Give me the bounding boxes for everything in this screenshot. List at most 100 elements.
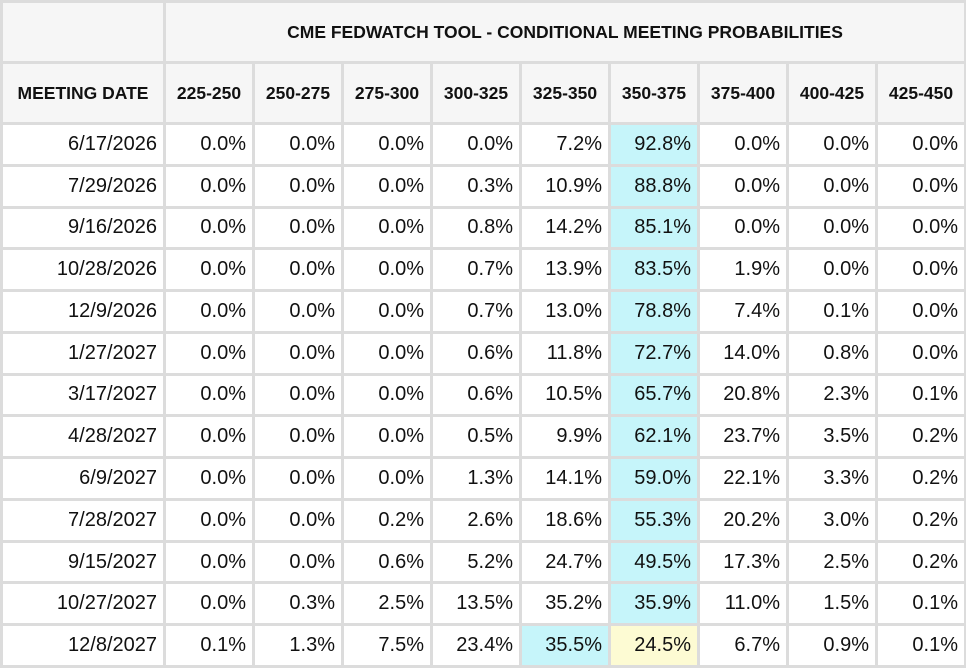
probability-cell: 78.8%: [611, 292, 697, 331]
probability-cell: 0.6%: [433, 333, 519, 373]
probability-cell: 0.0%: [166, 500, 252, 540]
range-header-350-375: 350-375: [611, 64, 697, 122]
probability-cell: 0.1%: [878, 584, 965, 624]
table-row: 12/8/2027 0.1% 1.3% 7.5% 23.4% 35.5% 24.5% 6.7%…: [3, 626, 965, 665]
meeting-date-cell: 6/9/2027: [3, 459, 163, 498]
probability-cell: 0.0%: [166, 584, 252, 624]
probability-cell: 35.9%: [611, 584, 697, 624]
probability-cell: 0.0%: [878, 250, 965, 290]
probability-cell: 3.5%: [789, 417, 875, 457]
probability-cell: 0.8%: [789, 333, 875, 373]
range-header-275-300: 275-300: [344, 64, 430, 122]
probability-cell: 0.0%: [789, 250, 875, 290]
probability-cell: 9.9%: [522, 417, 608, 457]
probability-cell: 0.3%: [433, 166, 519, 206]
meeting-date-cell: 10/28/2026: [3, 250, 163, 290]
meeting-date-cell: 12/8/2027: [3, 626, 163, 665]
probability-cell: 0.0%: [255, 333, 341, 373]
range-header-325-350: 325-350: [522, 64, 608, 122]
probability-cell: 11.8%: [522, 333, 608, 373]
probability-cell: 0.0%: [166, 459, 252, 498]
title-row: CME FEDWATCH TOOL - CONDITIONAL MEETING …: [3, 3, 965, 61]
probability-cell: 7.4%: [700, 292, 786, 331]
meeting-date-cell: 9/15/2027: [3, 542, 163, 582]
probability-cell: 0.0%: [344, 125, 430, 164]
probability-cell: 0.0%: [255, 208, 341, 248]
range-header-250-275: 250-275: [255, 64, 341, 122]
probability-cell: 0.0%: [700, 166, 786, 206]
probability-cell: 0.0%: [166, 208, 252, 248]
table-row: 4/28/2027 0.0% 0.0% 0.0% 0.5% 9.9% 62.1% 23.7% 3…: [3, 417, 965, 457]
range-header-375-400: 375-400: [700, 64, 786, 122]
probability-cell: 23.7%: [700, 417, 786, 457]
probability-cell: 0.0%: [255, 459, 341, 498]
probability-cell: 0.0%: [344, 417, 430, 457]
probability-cell: 0.0%: [255, 166, 341, 206]
probability-cell: 0.2%: [878, 500, 965, 540]
table-row: 12/9/2026 0.0% 0.0% 0.0% 0.7% 13.0% 78.8% 7.4% 0…: [3, 292, 965, 331]
range-header-225-250: 225-250: [166, 64, 252, 122]
probability-cell: 5.2%: [433, 542, 519, 582]
probability-cell: 0.6%: [433, 375, 519, 415]
probability-cell: 0.0%: [878, 292, 965, 331]
probability-cell: 24.7%: [522, 542, 608, 582]
probability-cell: 14.2%: [522, 208, 608, 248]
probability-cell: 13.9%: [522, 250, 608, 290]
probability-cell: 0.0%: [344, 375, 430, 415]
probability-cell: 62.1%: [611, 417, 697, 457]
meeting-date-cell: 7/28/2027: [3, 500, 163, 540]
probability-cell: 6.7%: [700, 626, 786, 665]
probability-cell: 0.1%: [789, 292, 875, 331]
probability-cell: 35.5%: [522, 626, 608, 665]
probability-cell: 7.5%: [344, 626, 430, 665]
probability-cell: 0.0%: [789, 166, 875, 206]
probability-cell: 0.9%: [789, 626, 875, 665]
probability-cell: 59.0%: [611, 459, 697, 498]
meeting-date-header: MEETING DATE: [3, 64, 163, 122]
probability-cell: 0.2%: [344, 500, 430, 540]
probability-cell: 0.2%: [878, 459, 965, 498]
probability-cell: 0.0%: [878, 125, 965, 164]
table-row: 10/27/2027 0.0% 0.3% 2.5% 13.5% 35.2% 35.9% 11.…: [3, 584, 965, 624]
table-row: 9/16/2026 0.0% 0.0% 0.0% 0.8% 14.2% 85.1% 0.0% 0…: [3, 208, 965, 248]
probability-cell: 0.0%: [255, 125, 341, 164]
probability-cell: 72.7%: [611, 333, 697, 373]
probability-cell: 0.3%: [255, 584, 341, 624]
probability-cell: 0.0%: [344, 250, 430, 290]
table-title: CME FEDWATCH TOOL - CONDITIONAL MEETING …: [166, 3, 965, 61]
probability-cell: 22.1%: [700, 459, 786, 498]
probability-cell: 1.9%: [700, 250, 786, 290]
probability-cell: 92.8%: [611, 125, 697, 164]
table-row: 6/17/2026 0.0% 0.0% 0.0% 0.0% 7.2% 92.8% 0.0% 0.…: [3, 125, 965, 164]
table-row: 3/17/2027 0.0% 0.0% 0.0% 0.6% 10.5% 65.7% 20.8%…: [3, 375, 965, 415]
probability-cell: 1.3%: [433, 459, 519, 498]
probability-cell: 20.8%: [700, 375, 786, 415]
corner-cell: [3, 3, 163, 61]
probability-cell: 0.0%: [166, 542, 252, 582]
meeting-date-cell: 9/16/2026: [3, 208, 163, 248]
probability-cell: 0.2%: [878, 417, 965, 457]
meeting-date-cell: 1/27/2027: [3, 333, 163, 373]
meeting-date-cell: 6/17/2026: [3, 125, 163, 164]
probability-cell: 0.0%: [166, 125, 252, 164]
probability-cell: 18.6%: [522, 500, 608, 540]
probability-cell: 0.0%: [878, 333, 965, 373]
probability-cell: 1.3%: [255, 626, 341, 665]
probability-cell: 0.0%: [166, 166, 252, 206]
probability-cell: 0.0%: [878, 208, 965, 248]
probability-cell: 3.0%: [789, 500, 875, 540]
probability-cell: 0.0%: [344, 166, 430, 206]
table-row: 10/28/2026 0.0% 0.0% 0.0% 0.7% 13.9% 83.5% 1.9%…: [3, 250, 965, 290]
probability-cell: 0.0%: [255, 417, 341, 457]
meeting-date-cell: 10/27/2027: [3, 584, 163, 624]
probability-cell: 0.0%: [878, 166, 965, 206]
probability-cell: 0.0%: [344, 292, 430, 331]
probability-cell: 0.0%: [255, 500, 341, 540]
meeting-date-cell: 12/9/2026: [3, 292, 163, 331]
probability-cell: 0.0%: [789, 208, 875, 248]
probability-cell: 0.7%: [433, 292, 519, 331]
probability-cell: 2.5%: [344, 584, 430, 624]
meeting-date-cell: 7/29/2026: [3, 166, 163, 206]
probability-cell: 35.2%: [522, 584, 608, 624]
